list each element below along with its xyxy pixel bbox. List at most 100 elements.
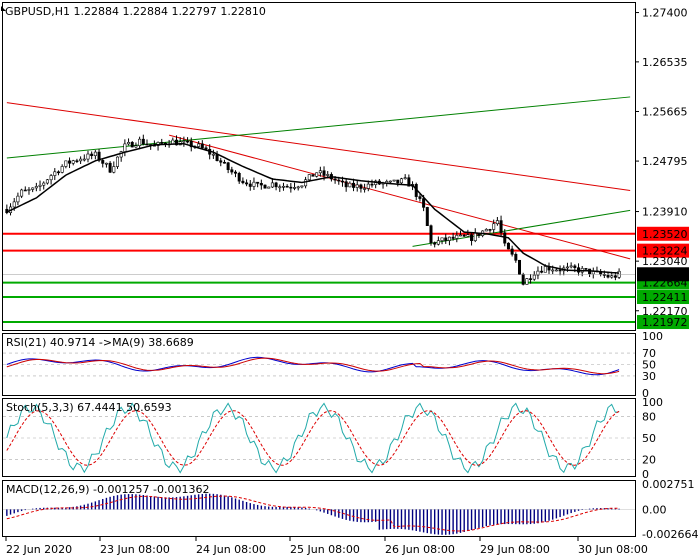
candle-body [573, 265, 577, 268]
candle-body [462, 234, 466, 237]
stoch-axis-label: 20 [642, 454, 656, 467]
current-price-label: 1.22810 [642, 268, 688, 281]
candle-body [436, 240, 440, 245]
candle-body [175, 139, 179, 146]
time-axis-label: 26 Jun 08:00 [385, 543, 455, 556]
candle-body [602, 274, 606, 276]
stoch-title: Stoch(5,3,3) 67.4441 50.6593 [6, 401, 172, 414]
stoch-axis-label: 80 [642, 410, 656, 423]
level-label: 1.23520 [642, 228, 688, 241]
level-label: 1.21972 [642, 316, 688, 329]
candle-body [285, 185, 289, 188]
candle-body [186, 140, 190, 143]
macd-axis-label: -0.002664 [642, 528, 698, 541]
candle-body [12, 201, 16, 208]
candle-body [281, 185, 285, 188]
candle-body [112, 166, 116, 173]
candle-body [499, 220, 503, 234]
price-layer [3, 96, 635, 324]
rsi-panel-frame [2, 333, 636, 396]
candle-body [182, 140, 186, 143]
time-axis-label: 30 Jun 08:00 [578, 543, 648, 556]
candle-body [64, 160, 68, 167]
candle-body [27, 189, 31, 191]
candle-body [197, 143, 201, 147]
rsi-ma-line [6, 357, 620, 375]
candle-body [263, 184, 267, 189]
candle-body [366, 183, 370, 189]
candle-body [141, 138, 145, 145]
candle-body [311, 174, 315, 177]
candle-body [49, 175, 53, 181]
candle-body [326, 174, 330, 176]
candle-body [252, 181, 256, 187]
candle-body [399, 178, 403, 184]
candle-body [237, 172, 241, 182]
candle-body [127, 142, 131, 145]
rsi-layer [3, 352, 635, 377]
candle-body [484, 229, 488, 232]
candle-body [222, 161, 226, 164]
candle-body [447, 236, 451, 241]
candle-body [492, 223, 496, 230]
candle-body [245, 182, 249, 185]
candle-body [322, 170, 326, 176]
price-axis-label: 1.27400 [642, 7, 688, 20]
rsi-axis-label: 0 [642, 387, 649, 400]
candle-body [134, 145, 138, 148]
candle-body [518, 259, 522, 275]
price-axis-label: 1.23040 [642, 255, 688, 268]
candle-body [348, 182, 352, 188]
stoch-axis-label: 100 [642, 396, 663, 409]
candle-body [352, 182, 356, 188]
candle-body [226, 162, 230, 171]
candle-body [337, 179, 341, 182]
candle-body [340, 180, 344, 183]
candle-body [104, 162, 108, 165]
macd-axis-label: 0.002751 [642, 478, 695, 491]
candle-body [219, 160, 223, 163]
price-axis-label: 1.25665 [642, 105, 688, 118]
macd-layer [3, 493, 635, 535]
candle-body [370, 183, 374, 186]
macd-axis-label: 0.00 [642, 503, 667, 516]
candle-body [396, 179, 400, 184]
candle-body [470, 234, 474, 241]
level-label-bg [637, 243, 689, 258]
candle-body [473, 232, 477, 241]
candle-body [293, 187, 297, 189]
candle-body [68, 160, 72, 164]
candle-body [584, 268, 588, 270]
candle-body [200, 143, 204, 149]
time-axis-label: 25 Jun 08:00 [290, 543, 360, 556]
rsi-axis-label: 70 [642, 347, 656, 360]
candle-body [543, 266, 547, 273]
collapse-triangle-icon [1, 6, 6, 11]
candle-body [458, 234, 462, 237]
candle-body [506, 242, 510, 250]
candle-body [267, 186, 271, 189]
candle-body [296, 186, 300, 189]
candle-body [34, 186, 38, 189]
price-axis-label: 1.22170 [642, 305, 688, 318]
time-axis-label: 23 Jun 08:00 [100, 543, 170, 556]
stoch-panel-frame [2, 398, 636, 477]
candle-body [440, 237, 444, 241]
level-label-bg [637, 290, 689, 305]
macd-signal-line [6, 495, 620, 532]
candle-body [53, 171, 57, 176]
candle-body [418, 196, 422, 199]
candle-body [422, 198, 426, 208]
rsi-axis-label: 30 [642, 370, 656, 383]
candle-body [211, 153, 215, 156]
candle-body [230, 169, 234, 173]
candle-body [82, 158, 86, 161]
candle-body [521, 274, 525, 285]
candle-body [540, 270, 544, 273]
candle-body [31, 187, 35, 190]
candle-body [444, 237, 448, 241]
candle-body [234, 171, 238, 174]
stoch-d-line [6, 410, 620, 466]
candle-body [45, 179, 49, 184]
